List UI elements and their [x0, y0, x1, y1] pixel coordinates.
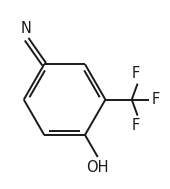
Text: F: F: [132, 66, 140, 81]
Text: F: F: [132, 118, 140, 133]
Text: F: F: [151, 92, 160, 107]
Text: N: N: [20, 21, 31, 36]
Text: OH: OH: [87, 160, 109, 175]
